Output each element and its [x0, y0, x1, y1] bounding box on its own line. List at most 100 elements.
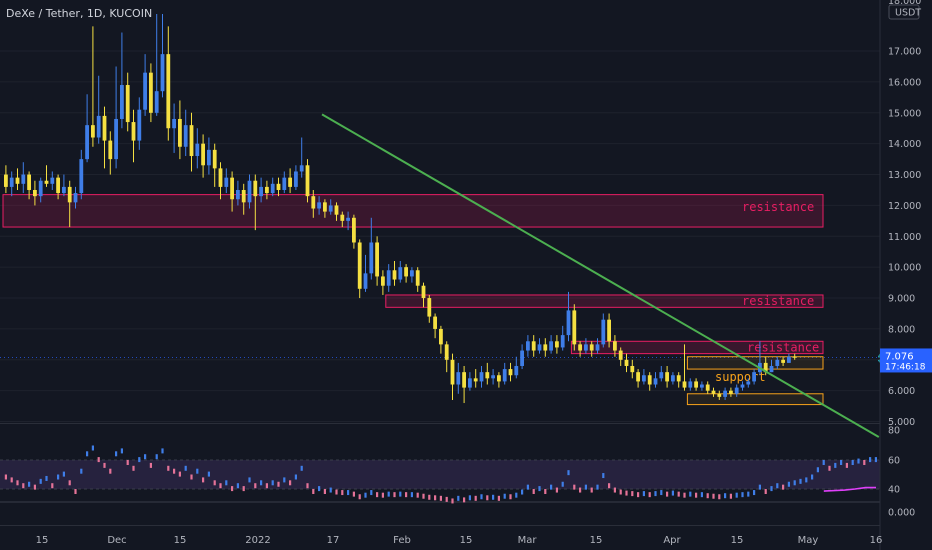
candle-body: [241, 189, 246, 203]
candle-body: [62, 186, 66, 194]
candle-body: [514, 365, 519, 376]
candle-body: [787, 356, 791, 363]
candle-body: [578, 344, 582, 351]
price-axis[interactable]: 5.0006.0007.0008.0009.00010.00011.00012.…: [879, 0, 932, 550]
candle-body: [700, 384, 704, 388]
rsi-tick-label: 0.000: [888, 508, 915, 519]
candle-body: [357, 242, 362, 289]
candle-body: [439, 328, 443, 345]
candle-body: [676, 375, 681, 382]
candle-body: [120, 85, 124, 119]
price-tick-label: 11.000: [888, 232, 921, 243]
candle-body: [311, 196, 316, 209]
candle-body: [595, 344, 600, 351]
time-tick-label: 15: [731, 535, 744, 546]
candle-body: [723, 390, 727, 397]
candle-body: [398, 267, 403, 280]
candle-body: [56, 177, 60, 194]
candle-body: [33, 189, 37, 197]
candle-body: [294, 171, 298, 187]
candle-body: [21, 174, 26, 184]
resistance-label: resistance: [742, 294, 814, 308]
candle-body: [369, 242, 374, 274]
candle-body: [328, 205, 333, 212]
candle-body: [334, 205, 339, 215]
candle-body: [746, 381, 751, 385]
candle-body: [149, 72, 153, 113]
candle-body: [276, 183, 281, 190]
candle-body: [253, 180, 258, 197]
price-tick-label: 9.000: [888, 294, 915, 305]
candle-body: [247, 180, 252, 203]
time-axis[interactable]: 15 Dec 15 2022 17 Feb 15 Mar 15 Apr 15 May 16: [36, 535, 883, 546]
candle-body: [114, 118, 118, 160]
candle-body: [375, 242, 379, 277]
candle-body: [323, 202, 327, 212]
candle-body: [392, 270, 397, 280]
candle-body: [491, 375, 495, 379]
support-label: support: [715, 370, 766, 384]
candle-body: [230, 177, 234, 200]
candle-body: [352, 217, 356, 243]
price-tick-label: 13.000: [888, 170, 921, 181]
candle-body: [137, 109, 142, 141]
price-tick-label: 14.000: [888, 139, 921, 150]
candle-body: [566, 310, 571, 336]
price-axis-bg: [880, 0, 932, 550]
candle-body: [508, 369, 513, 376]
price-tick-label: 17.000: [888, 47, 921, 58]
current-price-countdown: 17:46:18: [885, 362, 926, 372]
candle-body: [299, 165, 304, 172]
candle-body: [444, 344, 449, 360]
rsi-tick-label: 40: [888, 485, 900, 496]
candle-body: [15, 177, 20, 184]
candle-body: [433, 316, 437, 329]
candle-body: [636, 372, 640, 382]
candle-body: [195, 143, 200, 157]
currency-badge: [888, 4, 920, 20]
currency-label: USDT: [895, 8, 921, 19]
current-price-value: 7.076: [885, 351, 914, 362]
downtrend-line: [321, 113, 880, 438]
time-tick-label: 17: [327, 535, 340, 546]
candle-body: [410, 270, 414, 277]
candle-body: [131, 122, 136, 141]
candle-body: [201, 143, 205, 166]
candle-body: [125, 85, 130, 123]
candle-body: [207, 149, 211, 166]
candle-body: [9, 177, 14, 187]
symbol-title[interactable]: DeXe / Tether, 1D, KUCOIN: [6, 7, 153, 20]
time-tick-label: 15: [36, 535, 49, 546]
candle-body: [102, 115, 107, 141]
candle-body: [607, 319, 611, 342]
candle-body: [537, 344, 542, 351]
candle-body: [270, 183, 275, 194]
candle-body: [555, 341, 559, 348]
rsi-ma-line: [823, 486, 876, 492]
price-tick-label: 18.000: [888, 0, 921, 7]
price-tick-label: 8.000: [888, 324, 915, 335]
candle-body: [38, 180, 43, 197]
candle-body: [560, 335, 565, 348]
candle-body: [415, 270, 420, 286]
candle-body: [421, 285, 426, 299]
trendline-layer: [321, 113, 880, 438]
candle-body: [67, 186, 72, 203]
candle-body: [572, 310, 577, 345]
candle-body: [91, 125, 95, 138]
time-tick-label: Mar: [518, 535, 538, 546]
candle-body: [630, 365, 635, 373]
candle-body: [473, 378, 478, 382]
candle-body: [79, 159, 84, 194]
candle-body: [305, 165, 310, 197]
candle-body: [386, 270, 391, 286]
zone-support: [686, 393, 824, 406]
price-tick-label: 12.000: [888, 201, 921, 212]
candle-body: [502, 369, 507, 382]
rsi-pane: [0, 445, 880, 504]
candle-body: [265, 186, 269, 194]
candle-body: [143, 72, 147, 110]
price-tick-label: 15.000: [888, 108, 921, 119]
time-tick-label: Apr: [663, 535, 681, 546]
